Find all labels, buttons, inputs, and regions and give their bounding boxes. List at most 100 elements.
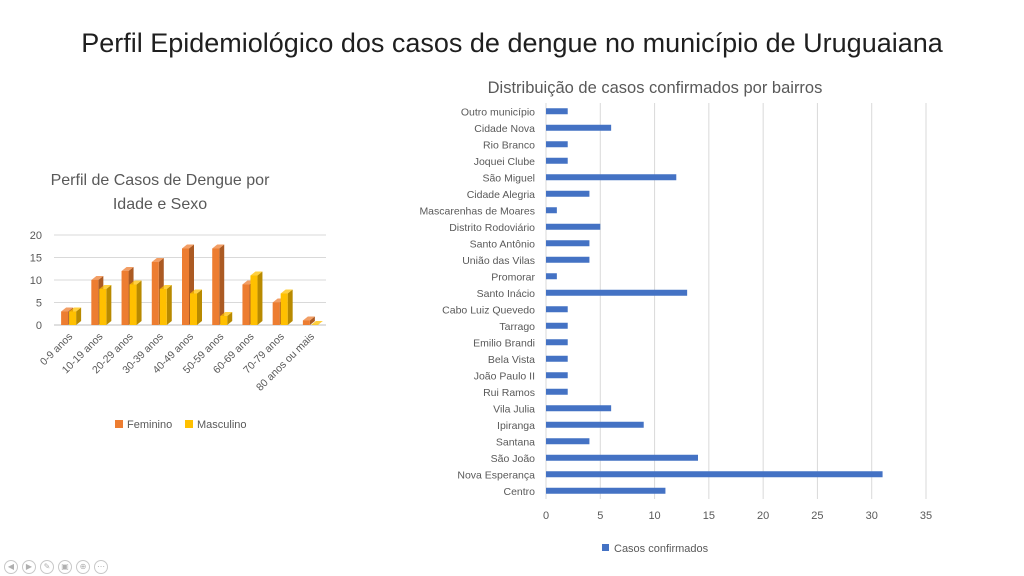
more-icon[interactable]: ⋯ xyxy=(94,560,108,574)
slides-icon[interactable]: ▣ xyxy=(58,560,72,574)
bar-top xyxy=(91,276,104,280)
bar-front xyxy=(129,284,137,325)
x-tick-label: 20 xyxy=(757,510,769,522)
bar xyxy=(546,256,590,263)
bar xyxy=(546,322,568,329)
y-tick-label: Bela Vista xyxy=(488,354,535,366)
y-tick-label: Distrito Rodoviário xyxy=(449,222,535,234)
y-tick-label: Ipiranga xyxy=(497,420,535,432)
y-tick-label: 20 xyxy=(30,230,42,242)
y-tick-label: Outro município xyxy=(461,106,535,118)
y-tick-label: São Miguel xyxy=(482,172,535,184)
bar-top xyxy=(310,321,323,325)
bar-top xyxy=(99,285,112,289)
legend-swatch-feminino xyxy=(115,420,123,428)
legend-label: Casos confirmados xyxy=(614,543,709,555)
bar xyxy=(546,124,612,131)
bar-masculino xyxy=(159,285,172,325)
x-tick-label: 0 xyxy=(543,510,549,522)
bar-front xyxy=(91,280,99,325)
bar-front xyxy=(302,320,310,325)
y-tick-label: União das Vilas xyxy=(462,255,535,267)
bar-top xyxy=(250,271,263,276)
bar xyxy=(546,421,644,428)
bar-front xyxy=(121,271,129,325)
bar-side xyxy=(257,271,263,325)
bar-top xyxy=(190,289,202,294)
y-tick-label: Tarrago xyxy=(499,321,535,333)
bar-side xyxy=(227,312,233,325)
bar-front xyxy=(159,289,167,325)
x-tick-label: 15 xyxy=(703,510,715,522)
bar-front xyxy=(151,262,159,325)
bar-front xyxy=(242,284,250,325)
bar-top xyxy=(61,307,74,312)
chart-title-line-2: Idade e Sexo xyxy=(113,196,207,213)
x-tick-label: 25 xyxy=(811,510,823,522)
y-tick-label: Promorar xyxy=(491,271,535,283)
forward-icon[interactable]: ▶ xyxy=(22,560,36,574)
bar-masculino xyxy=(129,280,142,325)
bar-front xyxy=(190,293,197,325)
bar-front xyxy=(69,311,77,325)
chart-title-line-1: Perfil de Casos de Dengue por xyxy=(51,172,270,189)
bar xyxy=(546,190,590,197)
y-tick-label: 15 xyxy=(30,253,42,265)
bar xyxy=(546,157,568,164)
bar xyxy=(546,273,557,280)
y-tick-label: Santo Antônio xyxy=(470,238,536,250)
y-tick-label: Cabo Luiz Quevedo xyxy=(442,304,535,316)
bar-front xyxy=(182,248,189,325)
legend-label-masculino: Masculino xyxy=(197,419,247,431)
bar-top xyxy=(151,258,164,262)
y-tick-label: 5 xyxy=(36,298,42,310)
bar xyxy=(546,487,666,494)
bar-top xyxy=(129,280,142,285)
bar-side xyxy=(136,280,142,325)
y-tick-label: João Paulo II xyxy=(474,370,535,382)
y-tick-label: Santo Inácio xyxy=(477,288,536,300)
bar-front xyxy=(220,316,228,325)
y-tick-label: Santana xyxy=(496,436,535,448)
bar-feminino xyxy=(212,244,225,325)
bar-top xyxy=(280,289,293,294)
bar-front xyxy=(280,293,288,325)
bar-side xyxy=(106,285,112,325)
slide-controls: ◀ ▶ ✎ ▣ ⊕ ⋯ xyxy=(4,560,108,574)
bar xyxy=(546,438,590,445)
slide-title: Perfil Epidemiológico dos casos de dengu… xyxy=(81,28,943,58)
bar xyxy=(546,207,557,214)
y-tick-label: Joquei Clube xyxy=(474,156,535,168)
y-tick-label: São João xyxy=(491,453,536,465)
bar-top xyxy=(69,307,82,312)
bar-masculino xyxy=(280,289,293,325)
bar-masculino xyxy=(190,289,202,325)
bar-feminino xyxy=(302,316,315,325)
bar-side xyxy=(166,285,172,325)
bar-masculino xyxy=(220,312,233,325)
legend-swatch-masculino xyxy=(185,420,193,428)
pen-icon[interactable]: ✎ xyxy=(40,560,54,574)
bar-side xyxy=(76,307,82,325)
bar xyxy=(546,471,883,478)
back-icon[interactable]: ◀ xyxy=(4,560,18,574)
chart-title: Distribuição de casos confirmados por ba… xyxy=(488,79,823,97)
bar xyxy=(546,240,590,247)
legend-swatch xyxy=(602,544,609,551)
bar-side xyxy=(197,289,202,325)
bar xyxy=(546,289,688,296)
y-tick-label: 0 xyxy=(36,320,42,332)
x-tick-label: 35 xyxy=(920,510,932,522)
x-tick-label: 10 xyxy=(648,510,660,522)
y-tick-label: Cidade Alegria xyxy=(467,189,535,201)
x-tick-label: 30 xyxy=(866,510,878,522)
y-tick-label: Rui Ramos xyxy=(483,387,535,399)
bar-masculino xyxy=(99,285,112,325)
y-tick-label: Vila Julia xyxy=(493,403,535,415)
zoom-icon[interactable]: ⊕ xyxy=(76,560,90,574)
bar-top xyxy=(212,244,225,249)
bar-top xyxy=(121,267,134,271)
bar xyxy=(546,339,568,346)
bar xyxy=(546,405,612,412)
bar-front xyxy=(212,248,220,325)
